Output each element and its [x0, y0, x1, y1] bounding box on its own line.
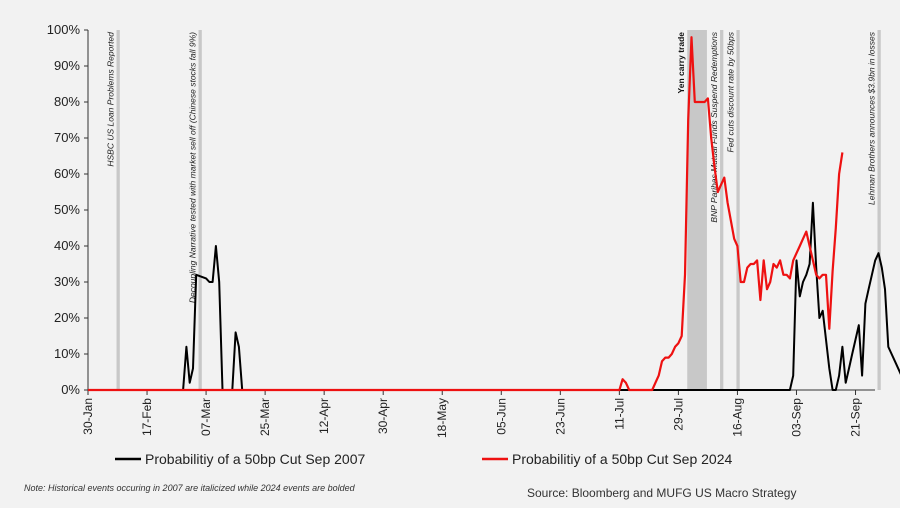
y-tick-label: 10%	[54, 346, 80, 361]
y-tick-label: 20%	[54, 310, 80, 325]
x-tick-label: 29-Jul	[671, 398, 685, 431]
source-text: Source: Bloomberg and MUFG US Macro Stra…	[527, 486, 797, 500]
event-label: Fed cuts discount rate by 50bps	[725, 31, 735, 152]
event-band	[687, 30, 707, 390]
event-label: Decoupling Narrative tested with market …	[188, 32, 198, 303]
y-tick-label: 50%	[54, 202, 80, 217]
footnote: Note: Historical events occuring in 2007…	[24, 483, 355, 493]
x-tick-label: 16-Aug	[730, 398, 744, 437]
x-tick-label: 18-May	[435, 398, 449, 438]
event-band	[877, 30, 881, 390]
event-bands: HSBC US Loan Problems Reported Decoupling…	[106, 30, 881, 390]
chart-svg: HSBC US Loan Problems Reported Decoupling…	[47, 22, 900, 467]
x-tick-label: 21-Sep	[849, 398, 863, 437]
series-line	[88, 36, 844, 392]
legend: Probabilitiy of a 50bp Cut Sep 2007 Proba…	[115, 451, 732, 467]
event-label: Yen carry trade	[676, 32, 686, 94]
x-tick-label: 07-Mar	[199, 398, 213, 436]
event-band	[720, 30, 724, 390]
x-tick-label: 05-Jun	[494, 398, 508, 435]
series-lines	[88, 36, 900, 392]
event-label: Lehman Brothers announces $3.9bn in loss…	[866, 31, 876, 205]
x-tick-label: 25-Mar	[258, 398, 272, 436]
x-tick-label: 30-Apr	[376, 398, 390, 434]
legend-label: Probabilitiy of a 50bp Cut Sep 2007	[145, 451, 365, 467]
x-tick-label: 30-Jan	[81, 398, 95, 435]
event-band	[736, 30, 740, 390]
x-tick-label: 11-Jul	[612, 398, 626, 430]
axes: 0% 10% 20% 30% 40% 50% 60% 70% 80% 90% 100% 30-Jan 1…	[47, 22, 875, 438]
y-tick-label: 90%	[54, 58, 80, 73]
y-tick-label: 40%	[54, 238, 80, 253]
y-tick-label: 30%	[54, 274, 80, 289]
y-tick-label: 80%	[54, 94, 80, 109]
y-tick-label: 100%	[47, 22, 81, 37]
y-tick-label: 60%	[54, 166, 80, 181]
y-tick-label: 70%	[54, 130, 80, 145]
event-band	[116, 30, 120, 390]
series-line	[88, 201, 900, 391]
event-label: HSBC US Loan Problems Reported	[106, 32, 116, 167]
x-tick-label: 03-Sep	[789, 398, 803, 437]
x-tick-label: 23-Jun	[553, 398, 567, 435]
event-band	[198, 30, 202, 390]
event-label: BNP Paribas Mutual Funds Suspend Redempt…	[709, 31, 719, 222]
x-tick-label: 12-Apr	[317, 398, 331, 434]
y-tick-label: 0%	[61, 382, 80, 397]
x-tick-label: 17-Feb	[140, 398, 154, 436]
legend-label: Probabilitiy of a 50bp Cut Sep 2024	[512, 451, 732, 467]
